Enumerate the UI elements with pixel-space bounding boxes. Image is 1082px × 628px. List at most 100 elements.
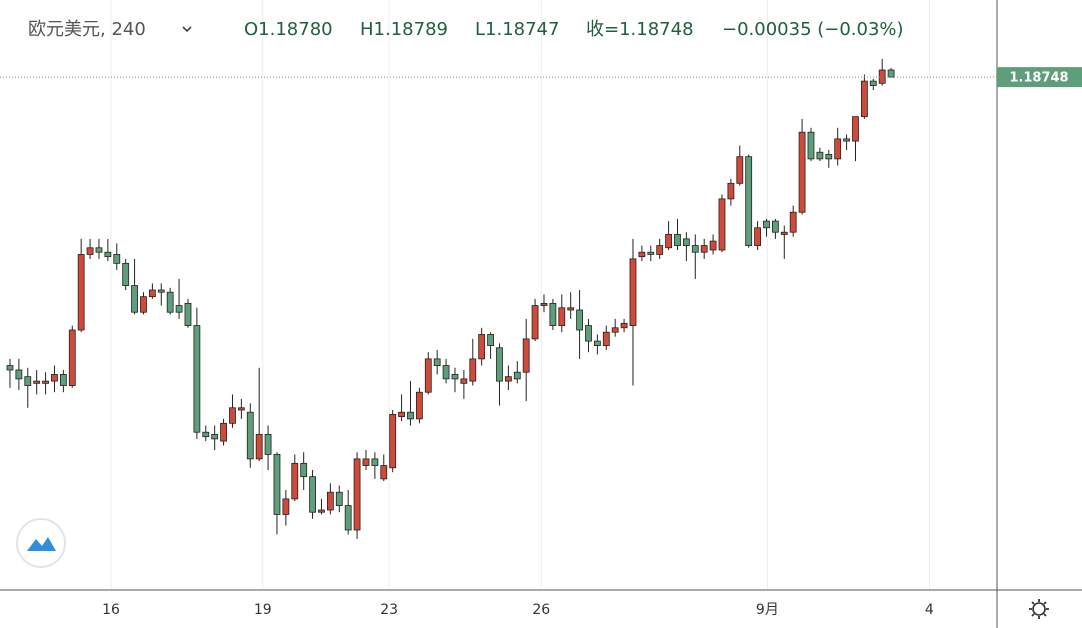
candle-body [148, 289, 156, 298]
candle-body [736, 156, 744, 184]
settings-icon[interactable] [1029, 599, 1049, 619]
candle-body [442, 365, 450, 380]
candle-body [300, 462, 308, 478]
logo[interactable] [16, 518, 66, 568]
last-price-label: 1.18748 [1009, 71, 1068, 86]
candle-body [522, 338, 530, 373]
candle-body [620, 322, 628, 329]
candle-body [496, 347, 503, 382]
candle-body [593, 340, 601, 346]
candle-body [424, 358, 432, 393]
interval-chevron[interactable] [182, 26, 192, 33]
candle-body [68, 329, 76, 386]
candle-body [807, 131, 815, 160]
candle-body [558, 307, 566, 326]
candle-body [389, 414, 397, 469]
candle-body [478, 334, 486, 360]
candle-body [24, 376, 32, 386]
candle-body [193, 325, 201, 433]
candle-body [576, 309, 583, 331]
candle-body [220, 422, 227, 442]
candle-body [763, 220, 770, 229]
candle-body [860, 80, 868, 118]
candle-body [326, 491, 334, 511]
candle-body [843, 138, 850, 142]
candle-body [816, 151, 824, 160]
candle-body [318, 509, 325, 513]
candle-body [825, 154, 833, 160]
candle-body [255, 434, 263, 460]
candle-body [264, 434, 272, 455]
candle-body [229, 407, 236, 424]
candle-body [852, 116, 859, 142]
candle-body [647, 251, 655, 255]
gear-teeth[interactable] [1029, 599, 1049, 619]
candle-body [531, 305, 539, 340]
candle-body [700, 245, 708, 253]
candle-body [745, 156, 753, 246]
candle-body [469, 358, 477, 382]
candle-body [344, 505, 352, 531]
candles [6, 58, 895, 539]
candle-body [771, 220, 779, 233]
candle-body [86, 247, 94, 255]
candle-body [789, 211, 797, 233]
candle-body [113, 254, 121, 264]
candle-body [451, 374, 459, 380]
candle-body [682, 238, 690, 246]
x-tick-label: 19 [254, 602, 272, 618]
candle-body [709, 240, 717, 251]
candle-body [611, 327, 619, 333]
candle-body [33, 380, 41, 384]
candle-body [122, 262, 130, 286]
candle-body [362, 458, 370, 466]
candle-body [780, 231, 788, 235]
x-tick-label: 26 [532, 602, 550, 618]
chart-title: 欧元美元, 240 [28, 19, 146, 40]
candle-body [59, 374, 67, 386]
candle-body [869, 80, 877, 86]
candle-body [415, 391, 423, 420]
candle-body [291, 462, 299, 500]
candle-body [380, 465, 388, 480]
gear-ring[interactable] [1032, 602, 1046, 616]
open-label: O1.18780 [244, 19, 333, 40]
candle-body [237, 407, 245, 411]
candle-body [157, 289, 165, 293]
candle-body [335, 491, 343, 506]
last-price-box [997, 67, 1082, 88]
logo-mark[interactable] [27, 537, 56, 551]
candle-body [665, 234, 672, 249]
candle-body [674, 234, 681, 246]
candle-body [540, 302, 548, 306]
x-tick-label: 4 [925, 602, 934, 618]
candle-body [549, 302, 557, 326]
candle-body [140, 296, 147, 313]
candle-body [42, 380, 49, 384]
candle-body [433, 358, 441, 366]
candle-body [175, 305, 183, 313]
candle-body [567, 307, 575, 311]
grid [110, 0, 930, 590]
candle-body [131, 285, 138, 313]
candle-body [585, 325, 592, 342]
candle-body [273, 454, 281, 515]
x-tick-label: 16 [102, 602, 120, 618]
candle-body [77, 254, 85, 331]
candle-body [15, 369, 23, 380]
candle-body [282, 498, 290, 515]
candle-body [51, 374, 58, 382]
candle-body [202, 431, 210, 438]
candle-body [184, 302, 192, 326]
candle-body [407, 411, 414, 420]
change-label: −0.00035 (−0.03%) [722, 19, 904, 40]
candle-body [691, 245, 699, 253]
candle-body [504, 376, 512, 382]
candle-body [487, 334, 494, 346]
candle-body [353, 458, 361, 531]
x-tick-label: 23 [380, 602, 398, 618]
logo-circle[interactable] [16, 518, 66, 568]
candle-body [371, 458, 379, 466]
x-tick-label: 9月 [756, 602, 779, 618]
